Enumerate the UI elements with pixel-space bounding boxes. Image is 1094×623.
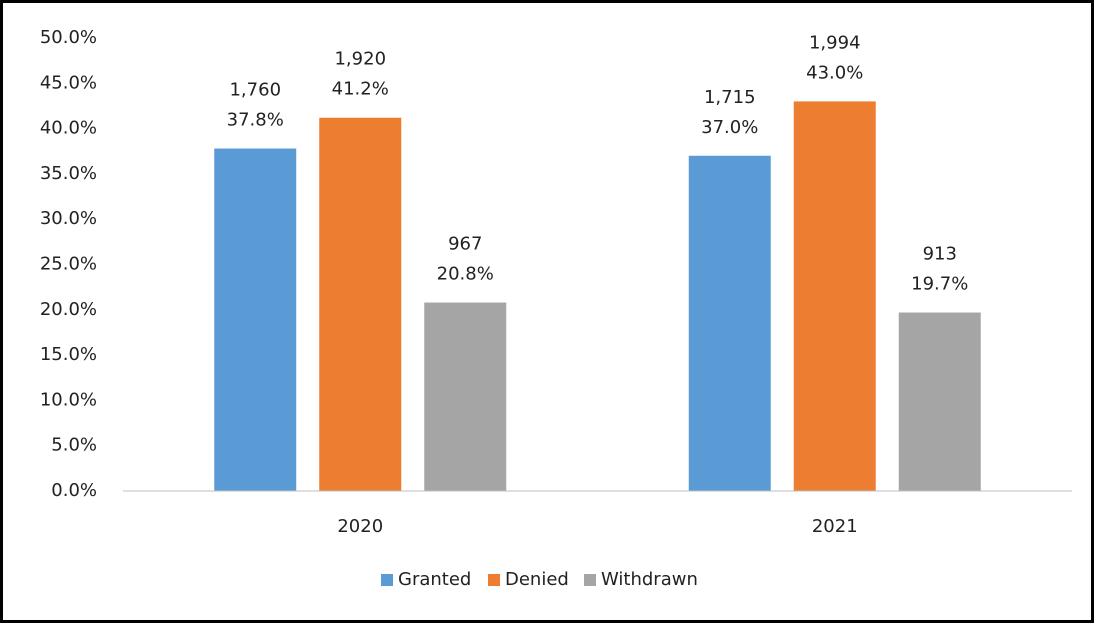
legend-swatch [584, 574, 596, 586]
legend-label: Withdrawn [601, 569, 698, 590]
data-label: 37.8% [227, 110, 284, 131]
bar [319, 117, 402, 491]
count-label: 1,760 [229, 80, 281, 101]
bar [214, 148, 297, 492]
count-label: 967 [448, 234, 482, 255]
legend-label: Denied [505, 569, 569, 590]
bar [688, 155, 771, 491]
y-tick-label: 50.0% [40, 27, 97, 48]
data-label: 37.0% [701, 117, 758, 138]
y-tick-label: 45.0% [40, 72, 97, 93]
count-label: 913 [923, 244, 957, 265]
count-label: 1,994 [809, 32, 861, 53]
data-label: 41.2% [332, 79, 389, 100]
y-tick-label: 10.0% [40, 389, 97, 410]
bar [424, 302, 507, 491]
data-label: 19.7% [911, 274, 968, 295]
y-tick-label: 5.0% [51, 435, 97, 456]
y-tick-label: 40.0% [40, 118, 97, 139]
legend-swatch [381, 574, 393, 586]
data-label: 43.0% [806, 62, 863, 83]
y-tick-label: 0.0% [51, 480, 97, 501]
y-tick-label: 15.0% [40, 344, 97, 365]
count-label: 1,715 [704, 87, 756, 108]
legend-label: Granted [398, 569, 471, 590]
data-label: 20.8% [437, 264, 494, 285]
y-tick-label: 20.0% [40, 299, 97, 320]
y-tick-label: 35.0% [40, 163, 97, 184]
bar [898, 312, 981, 491]
count-label: 1,920 [334, 49, 386, 70]
legend-swatch [488, 574, 500, 586]
y-tick-label: 30.0% [40, 208, 97, 229]
x-tick-label: 2020 [337, 516, 383, 537]
bar [793, 101, 876, 492]
x-tick-label: 2021 [812, 516, 858, 537]
y-tick-label: 25.0% [40, 254, 97, 275]
